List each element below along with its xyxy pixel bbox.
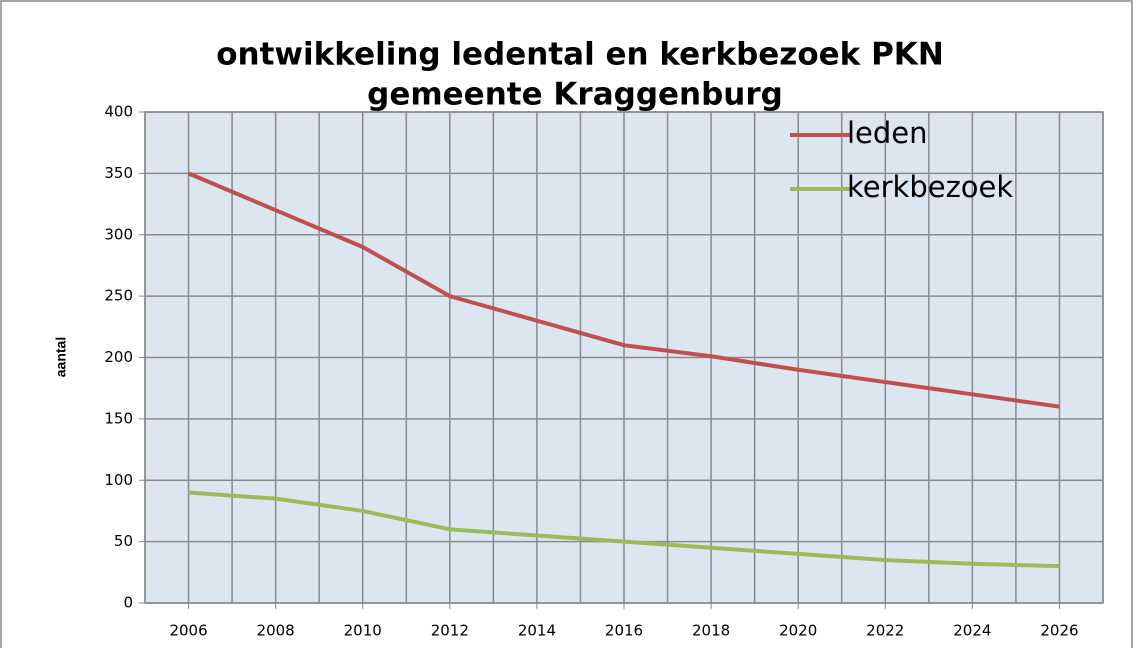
x-tick-label: 2010 [344, 622, 382, 640]
x-tick-label: 2026 [1040, 622, 1078, 640]
y-tick-label: 150 [104, 409, 133, 427]
x-tick-label: 2012 [431, 622, 469, 640]
y-tick-label: 300 [104, 225, 133, 243]
legend-label: kerkbezoek [847, 170, 1013, 204]
x-tick-label: 2016 [605, 622, 643, 640]
y-tick-label: 50 [114, 532, 133, 550]
x-tick-label: 2020 [779, 622, 817, 640]
chart-title: ontwikkeling ledental en kerkbezoek PKN [216, 37, 944, 73]
y-tick-label: 200 [104, 348, 133, 366]
y-tick-label: 0 [123, 594, 133, 612]
line-series [188, 490, 1060, 569]
y-tick-label: 400 [104, 103, 133, 121]
x-tick-label: 2014 [518, 622, 556, 640]
x-tick-label: 2008 [257, 622, 295, 640]
y-tick-label: 100 [104, 471, 133, 489]
x-tick-label: 2006 [169, 622, 207, 640]
y-axis-label: aantal [53, 337, 69, 377]
chart-subtitle: gemeente Kraggenburg [367, 77, 783, 113]
x-tick-label: 2022 [866, 622, 904, 640]
x-tick-label: 2024 [953, 622, 991, 640]
x-tick-label: 2018 [692, 622, 730, 640]
plot-border [144, 111, 1104, 604]
line-series [187, 171, 1060, 409]
y-tick-label: 250 [104, 287, 133, 305]
y-tick-label: 350 [104, 164, 133, 182]
legend-label: leden [847, 116, 928, 150]
